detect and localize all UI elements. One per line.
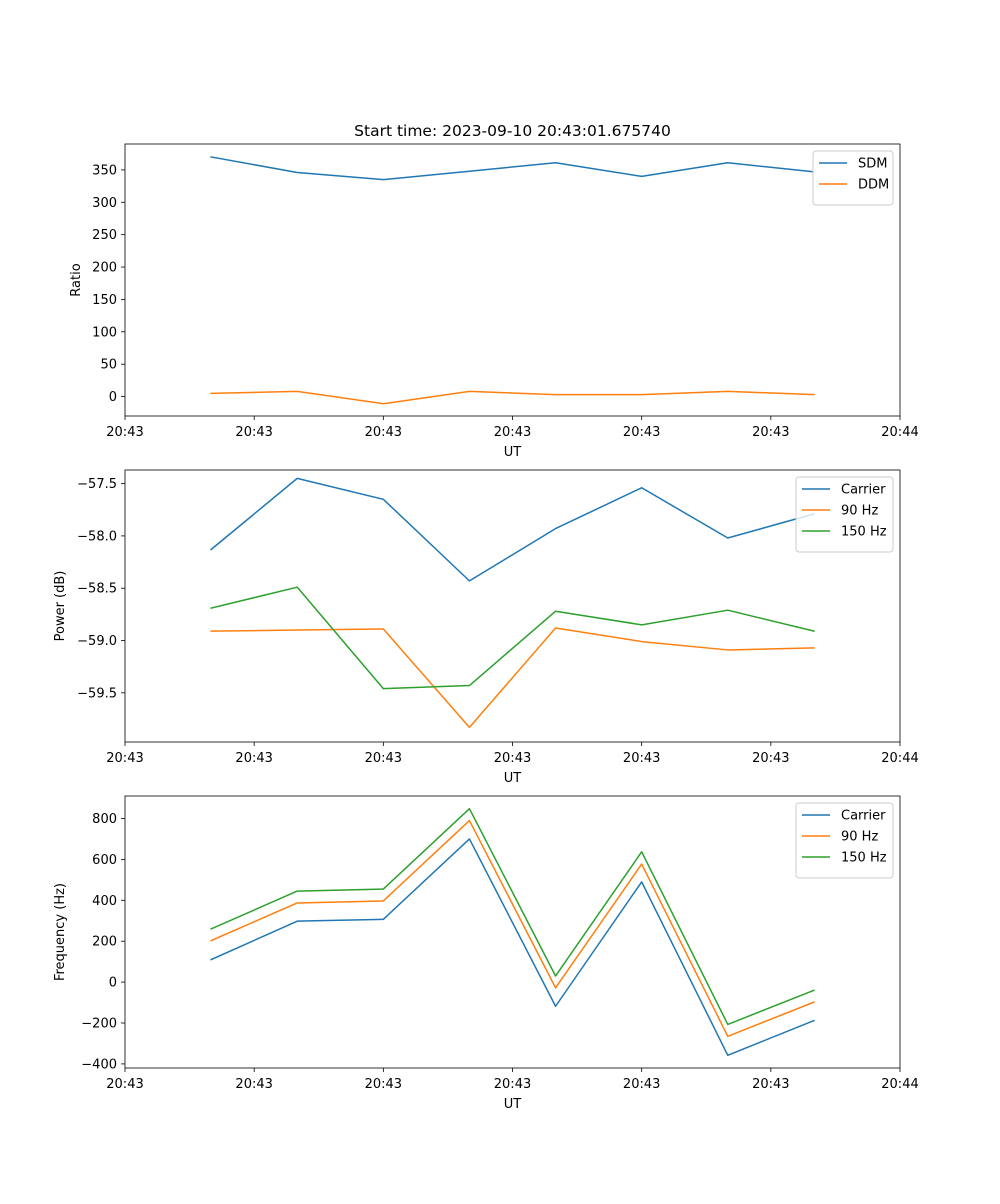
y-axis-label: Frequency (Hz)	[53, 883, 68, 981]
y-tick-label: 150	[92, 293, 117, 308]
legend-label: 150 Hz	[841, 525, 887, 540]
y-tick-label: −59.5	[77, 686, 117, 701]
y-tick-label: −59.0	[77, 634, 117, 649]
y-tick-label: 250	[92, 228, 117, 243]
series-line-sdm	[210, 156, 815, 181]
legend-box	[812, 150, 894, 206]
x-tick-label: 20:43	[106, 425, 143, 440]
y-tick-label: −57.5	[77, 477, 117, 492]
y-tick-label: 200	[92, 261, 117, 276]
y-tick-label: 0	[109, 976, 117, 991]
x-tick-label: 20:43	[752, 425, 789, 440]
y-tick-label: 0	[109, 390, 117, 405]
x-tick-label: 20:43	[494, 751, 531, 766]
x-tick-label: 20:43	[106, 1077, 143, 1092]
y-tick-label: −58.0	[77, 529, 117, 544]
legend-label: DDM	[858, 178, 889, 193]
legend-label: 90 Hz	[841, 830, 878, 845]
series-line-carrier	[210, 838, 815, 1057]
x-tick-label: 20:43	[365, 425, 402, 440]
y-axis-label: Ratio	[69, 263, 84, 296]
x-tick-label: 20:43	[235, 751, 272, 766]
legend-label: 150 Hz	[841, 851, 887, 866]
y-tick-label: 50	[100, 358, 117, 373]
x-tick-label: 20:43	[365, 1077, 402, 1092]
chart-1: 20:43 20:43 20:43 20:43 20:43 20:43 20:44 0 50 10…	[69, 122, 919, 460]
y-tick-label: 200	[92, 935, 117, 950]
y-axis-label: Power (dB)	[53, 571, 68, 642]
legend: Carrier 90 Hz 150 Hz	[795, 802, 894, 879]
x-axis-label: UT	[504, 1097, 522, 1112]
chart-3: 20:43 20:43 20:43 20:43 20:43 20:43 20:44 −400 −…	[53, 795, 919, 1112]
legend-box	[795, 476, 894, 553]
series-line-150-hz	[210, 586, 815, 690]
x-tick-label: 20:43	[623, 751, 660, 766]
x-tick-label: 20:43	[494, 1077, 531, 1092]
x-tick-label: 20:43	[623, 1077, 660, 1092]
x-tick-label: 20:43	[365, 751, 402, 766]
x-tick-label: 20:43	[623, 425, 660, 440]
x-tick-label: 20:43	[235, 425, 272, 440]
series-line-150-hz	[210, 807, 815, 1026]
x-tick-label: 20:43	[106, 751, 143, 766]
series-line-carrier	[210, 477, 815, 582]
series-line-90-hz	[210, 627, 815, 729]
x-tick-label: 20:43	[494, 425, 531, 440]
legend-box	[795, 802, 894, 879]
x-axis-label: UT	[504, 771, 522, 786]
series-line-ddm	[210, 390, 815, 405]
y-tick-label: −200	[81, 1017, 117, 1032]
legend-label: 90 Hz	[841, 504, 878, 519]
legend: Carrier 90 Hz 150 Hz	[795, 476, 894, 553]
chart-title: Start time: 2023-09-10 20:43:01.675740	[354, 122, 671, 140]
legend-label: Carrier	[841, 483, 886, 498]
x-tick-label: 20:44	[881, 751, 918, 766]
y-tick-label: 600	[92, 853, 117, 868]
x-tick-label: 20:44	[881, 1077, 918, 1092]
y-tick-label: 300	[92, 196, 117, 211]
x-tick-label: 20:43	[235, 1077, 272, 1092]
x-axis-label: UT	[504, 445, 522, 460]
y-tick-label: 350	[92, 163, 117, 178]
y-tick-label: 400	[92, 894, 117, 909]
legend-label: SDM	[858, 157, 887, 172]
y-tick-label: −400	[81, 1057, 117, 1072]
x-tick-label: 20:43	[752, 1077, 789, 1092]
x-tick-label: 20:43	[752, 751, 789, 766]
x-tick-label: 20:44	[881, 425, 918, 440]
y-tick-label: −58.5	[77, 582, 117, 597]
y-tick-label: 100	[92, 325, 117, 340]
legend-label: Carrier	[841, 809, 886, 824]
chart-2: 20:43 20:43 20:43 20:43 20:43 20:43 20:44 −57.5…	[53, 469, 919, 786]
y-tick-label: 800	[92, 812, 117, 827]
series-line-90-hz	[210, 819, 815, 1038]
legend: SDM DDM	[812, 150, 894, 206]
